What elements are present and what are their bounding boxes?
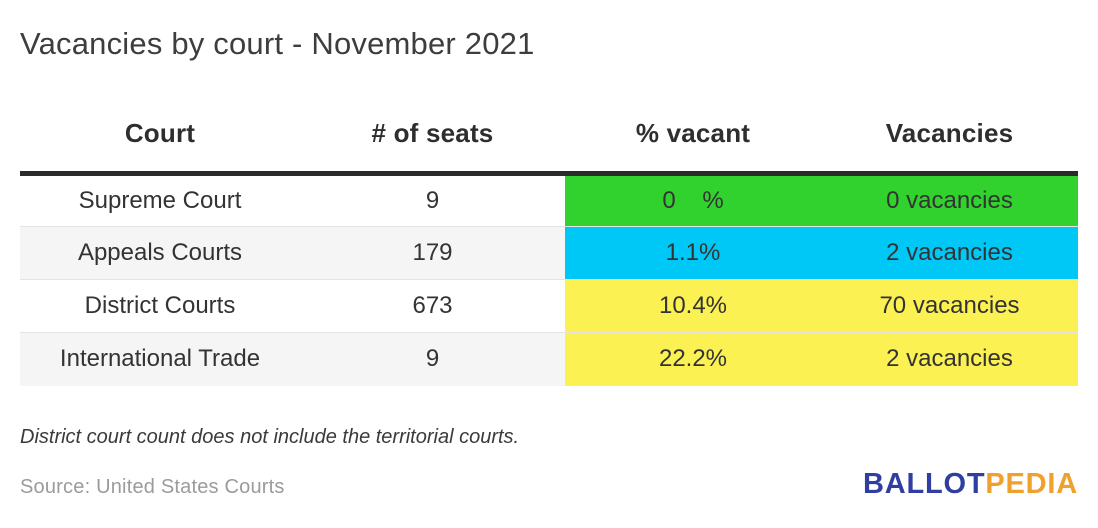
seats-cell: 179 <box>300 226 565 280</box>
pct-cell: 0 % <box>565 173 821 227</box>
header-row: Court # of seats % vacant Vacancies <box>20 98 1078 176</box>
seats-cell: 673 <box>300 279 565 333</box>
footnote: District court count does not include th… <box>20 425 520 448</box>
footer-row: Source: United States Courts BALLOTPEDIA <box>20 469 1078 499</box>
vacancies-cell: 70 vacancies <box>821 279 1078 333</box>
table-header: Court # of seats % vacant Vacancies <box>20 98 1078 176</box>
logo-ballot-text: BALLOT <box>862 467 986 500</box>
col-header-court: Court <box>20 98 300 176</box>
court-cell: Supreme Court <box>78 187 242 214</box>
logo-pedia-text: PEDIA <box>985 467 1078 500</box>
col-header-pct: % vacant <box>565 98 821 176</box>
court-cell: International Trade <box>20 332 300 386</box>
col-header-vacancies: Vacancies <box>821 98 1078 176</box>
pct-cell: 10.4% <box>565 279 821 333</box>
table-row: International Trade 9 22.2% 2 vacancies <box>20 332 1078 386</box>
court-cell: Appeals Courts <box>20 226 300 280</box>
seats-cell: 9 <box>300 332 565 386</box>
col-header-seats: # of seats <box>300 98 565 176</box>
pct-cell: 22.2% <box>565 332 821 386</box>
table-row: District Courts 673 10.4% 70 vacancies <box>20 279 1078 333</box>
page-title: Vacancies by court - November 2021 <box>20 26 535 61</box>
table-body: Supreme Court 9 0 % 0 vacancies Appeals Cour… <box>20 173 1078 386</box>
pct-cell: 1.1% <box>565 226 821 280</box>
vacancies-cell: 2 vacancies <box>821 332 1078 386</box>
ballotpedia-logo: BALLOTPEDIA <box>863 469 1078 499</box>
table-row: Appeals Courts 179 1.1% 2 vacancies <box>20 226 1078 280</box>
vacancies-cell: 2 vacancies <box>821 226 1078 280</box>
court-cell: District Courts <box>20 279 300 333</box>
table-row: Supreme Court 9 0 % 0 vacancies <box>20 173 1078 227</box>
seats-cell: 9 <box>425 187 440 214</box>
vacancies-cell: 0 vacancies <box>821 173 1078 227</box>
source-text: Source: United States Courts <box>20 475 285 498</box>
vacancies-table: Court # of seats % vacant Vacancies Supr… <box>20 98 1078 386</box>
